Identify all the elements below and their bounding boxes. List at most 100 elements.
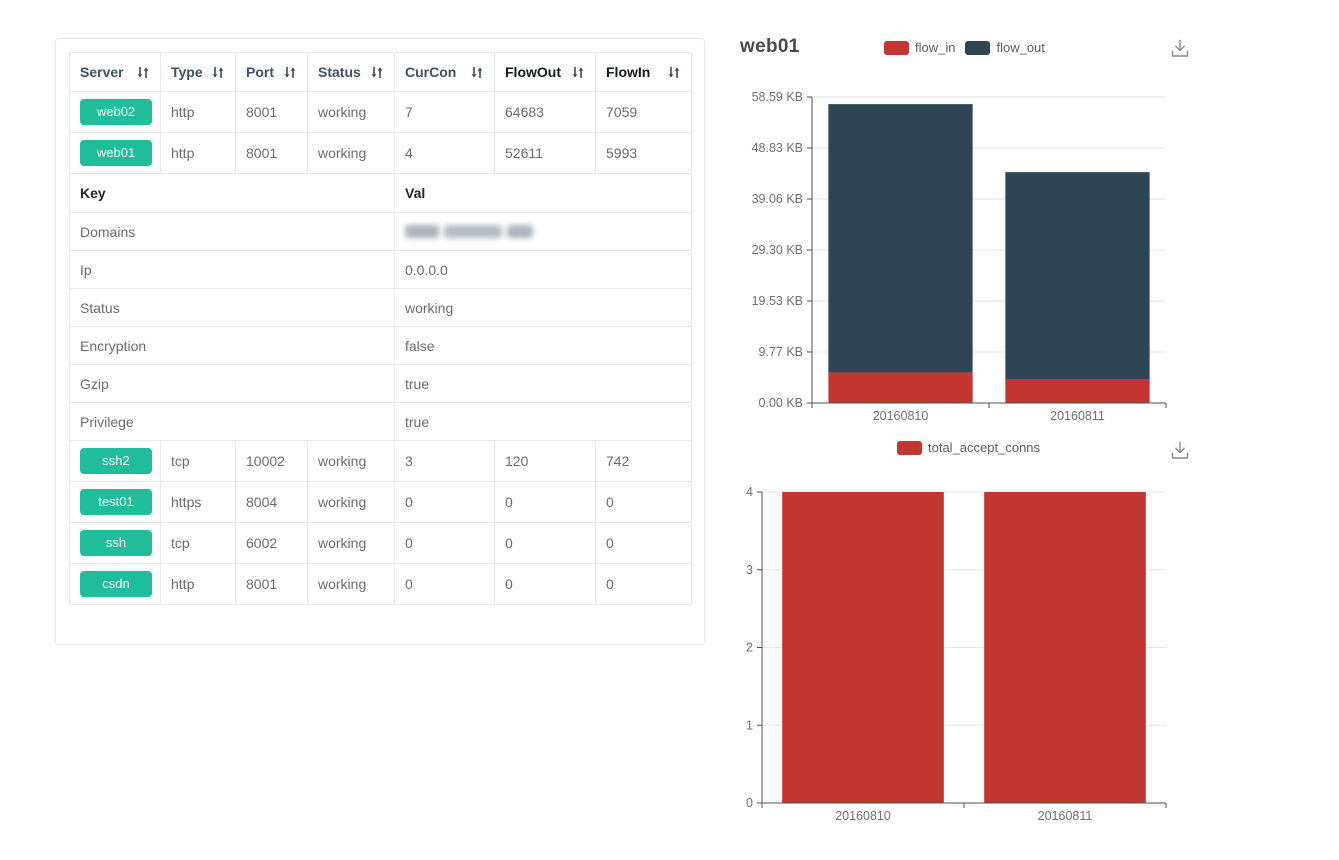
column-label: FlowIn <box>606 64 651 80</box>
server-cell: ssh2 <box>69 440 161 482</box>
sort-icon <box>371 66 383 78</box>
status-cell: working <box>307 481 395 523</box>
server-button-ssh[interactable]: ssh <box>80 530 152 556</box>
y-tick-label: 58.59 KB <box>752 90 803 104</box>
flow-stacked-bar-chart[interactable]: 20160810 20160811 0.00 KB 9.77 KB 19.53 KB 29… <box>730 85 1200 435</box>
flowout-cell: 0 <box>494 563 596 605</box>
bar-flow_out-20160811 <box>1005 172 1150 379</box>
legend-item-flow_in[interactable]: flow_in <box>884 40 955 55</box>
column-header-server[interactable]: Server <box>69 52 161 92</box>
legend-item-total_accept_conns[interactable]: total_accept_conns <box>897 440 1040 455</box>
detail-row-gzip: Gzip true <box>69 364 692 403</box>
column-header-type[interactable]: Type <box>160 52 236 92</box>
legend-item-flow_out[interactable]: flow_out <box>965 40 1045 55</box>
legend-label: flow_in <box>915 40 956 55</box>
server-button-ssh2[interactable]: ssh2 <box>80 448 152 474</box>
flowin-cell: 742 <box>595 440 692 482</box>
server-row-test01: test01 https 8004 working 0 0 0 <box>69 481 692 523</box>
server-table: Server Type Port Status CurCon FlowOut FlowIn … <box>69 52 692 605</box>
y-tick-label: 29.30 KB <box>752 243 803 257</box>
column-header-flowout[interactable]: FlowOut <box>494 52 596 92</box>
bar-total_accept_conns-20160811 <box>984 492 1146 803</box>
detail-value <box>394 212 692 251</box>
type-cell: http <box>160 132 236 174</box>
bar-flow_out-20160810 <box>828 104 973 373</box>
chart-title: web01 <box>740 36 800 57</box>
port-cell: 8001 <box>235 132 308 174</box>
type-cell: http <box>160 563 236 605</box>
detail-value: working <box>394 288 692 327</box>
detail-row-privilege: Privilege true <box>69 402 692 441</box>
server-cell: csdn <box>69 563 161 605</box>
port-cell: 6002 <box>235 522 308 564</box>
x-tick-label: 20160810 <box>873 409 929 423</box>
column-header-flowin[interactable]: FlowIn <box>595 52 692 92</box>
sort-icon <box>572 66 584 78</box>
status-cell: working <box>307 563 395 605</box>
y-tick-label: 39.06 KB <box>752 192 803 206</box>
detail-row-domains: Domains <box>69 212 692 251</box>
x-tick-label: 20160811 <box>1038 809 1093 823</box>
server-button-web02[interactable]: web02 <box>80 99 152 125</box>
column-header-curcon[interactable]: CurCon <box>394 52 495 92</box>
flowout-cell: 120 <box>494 440 596 482</box>
table-header-row: Server Type Port Status CurCon FlowOut FlowIn <box>69 52 692 92</box>
flowout-cell: 64683 <box>494 91 596 133</box>
flowout-cell: 0 <box>494 481 596 523</box>
detail-value: 0.0.0.0 <box>394 250 692 289</box>
status-cell: working <box>307 91 395 133</box>
server-cell: test01 <box>69 481 161 523</box>
conns-chart-legend: total_accept_conns <box>897 440 1040 455</box>
type-cell: tcp <box>160 440 236 482</box>
total-accept-conns-bar-chart[interactable]: 20160810 20160811 0 1 2 3 4 <box>730 470 1200 860</box>
bar-total_accept_conns-20160810 <box>782 492 944 803</box>
server-button-test01[interactable]: test01 <box>80 489 152 515</box>
curcon-cell: 4 <box>394 132 495 174</box>
bar-flow_in-20160811 <box>1005 378 1150 403</box>
server-row-web01: web01 http 8001 working 4 52611 5993 <box>69 132 692 174</box>
detail-key: Encryption <box>69 326 395 365</box>
detail-key: Status <box>69 288 395 327</box>
legend-swatch <box>897 440 922 455</box>
detail-key: Gzip <box>69 364 395 403</box>
column-header-status[interactable]: Status <box>307 52 395 92</box>
column-label: Status <box>318 64 361 80</box>
detail-key: Privilege <box>69 402 395 441</box>
detail-key-header: Key <box>69 173 395 213</box>
detail-key: Domains <box>69 212 395 251</box>
server-button-web01[interactable]: web01 <box>80 140 152 166</box>
column-label: FlowOut <box>505 64 561 80</box>
sort-icon <box>137 66 149 78</box>
column-label: Server <box>80 64 124 80</box>
column-label: CurCon <box>405 64 457 80</box>
column-header-port[interactable]: Port <box>235 52 308 92</box>
y-tick-label: 1 <box>746 718 753 732</box>
legend-swatch <box>965 40 991 55</box>
flowin-cell: 0 <box>595 481 692 523</box>
detail-row-encryption: Encryption false <box>69 326 692 365</box>
status-cell: working <box>307 522 395 564</box>
server-cell: ssh <box>69 522 161 564</box>
column-label: Port <box>246 64 274 80</box>
curcon-cell: 0 <box>394 481 495 523</box>
detail-row-status: Status working <box>69 288 692 327</box>
legend-label: total_accept_conns <box>928 440 1041 455</box>
type-cell: tcp <box>160 522 236 564</box>
port-cell: 8001 <box>235 563 308 605</box>
flowout-cell: 52611 <box>494 132 596 174</box>
detail-value: true <box>394 364 692 403</box>
sort-icon <box>471 66 483 78</box>
download-icon[interactable] <box>1168 439 1192 463</box>
y-tick-label: 19.53 KB <box>752 294 803 308</box>
x-tick-label: 20160810 <box>835 809 891 823</box>
x-tick-label: 20160811 <box>1050 409 1105 423</box>
server-row-ssh: ssh tcp 6002 working 0 0 0 <box>69 522 692 564</box>
sort-icon <box>212 66 224 78</box>
y-tick-label: 3 <box>746 563 753 577</box>
download-icon[interactable] <box>1168 37 1192 61</box>
detail-val-header: Val <box>394 173 692 213</box>
bar-flow_in-20160810 <box>828 372 973 403</box>
y-tick-label: 0.00 KB <box>759 396 803 410</box>
server-button-csdn[interactable]: csdn <box>80 571 152 597</box>
